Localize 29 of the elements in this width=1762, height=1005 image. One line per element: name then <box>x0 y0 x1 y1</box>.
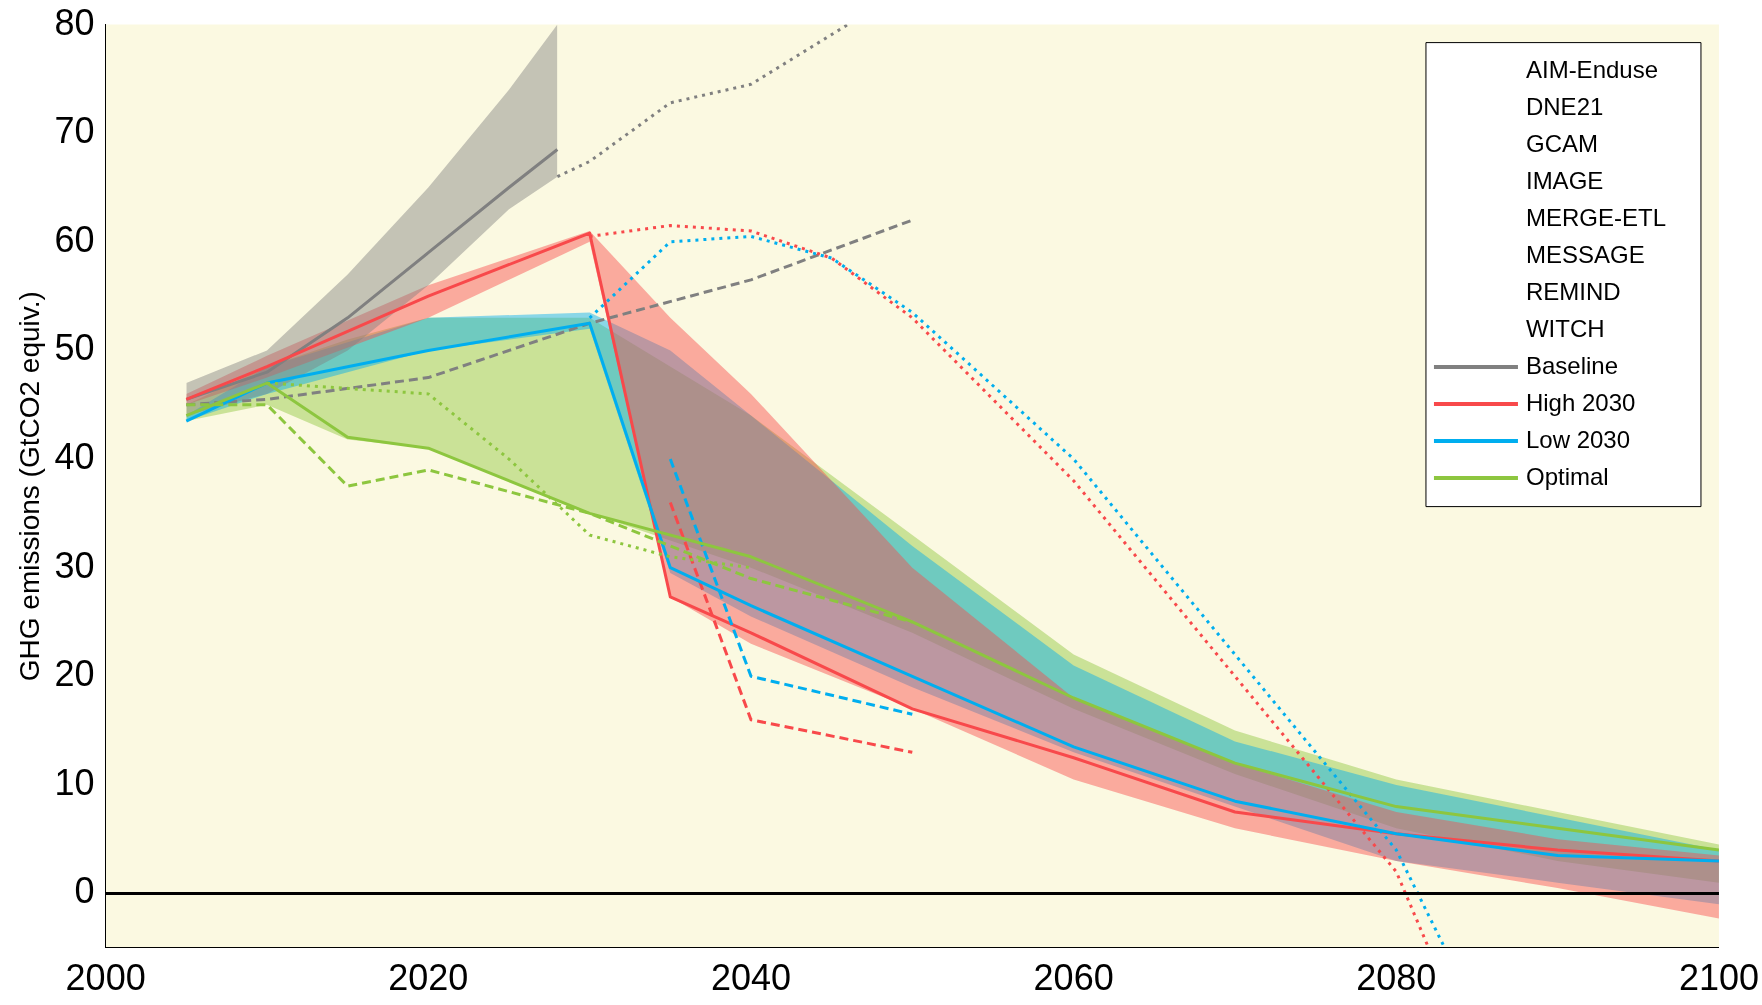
x-tick-label: 2080 <box>1356 957 1437 999</box>
y-tick-label: 10 <box>54 761 95 803</box>
y-tick-label: 0 <box>74 870 95 912</box>
annotation: GCAM <box>1525 129 1598 157</box>
line-series <box>555 24 850 179</box>
annotation: REMIND <box>1525 277 1621 305</box>
legend-label: High 2030 <box>1525 388 1636 416</box>
y-tick-label: 50 <box>54 327 95 369</box>
x-tick-label: 2020 <box>388 957 469 999</box>
annotation: AIM-Enduse <box>1525 55 1659 83</box>
annotation: MESSAGE <box>1525 240 1645 268</box>
annotation: MERGE-ETL <box>1525 203 1666 231</box>
y-axis-title: GHG emissions (GtCO2 equiv.) <box>13 291 45 682</box>
y-tick-label: 80 <box>54 1 95 43</box>
annotation: WITCH <box>1525 314 1605 342</box>
annotation: IMAGE <box>1525 166 1604 194</box>
legend-label: Optimal <box>1525 462 1609 490</box>
legend-label: Low 2030 <box>1525 425 1631 453</box>
y-tick-label: 40 <box>54 435 95 477</box>
y-tick-label: 30 <box>54 544 95 586</box>
y-tick-label: 70 <box>54 110 95 152</box>
y-tick-label: 60 <box>54 218 95 260</box>
y-tick-label: 20 <box>54 653 95 695</box>
x-tick-label: 2040 <box>710 957 792 999</box>
legend-label: Baseline <box>1525 351 1619 379</box>
x-tick-label: 2100 <box>1678 957 1759 999</box>
x-tick-label: 2000 <box>65 957 146 999</box>
x-tick-label: 2060 <box>1033 957 1114 999</box>
annotation: DNE21 <box>1525 92 1604 120</box>
